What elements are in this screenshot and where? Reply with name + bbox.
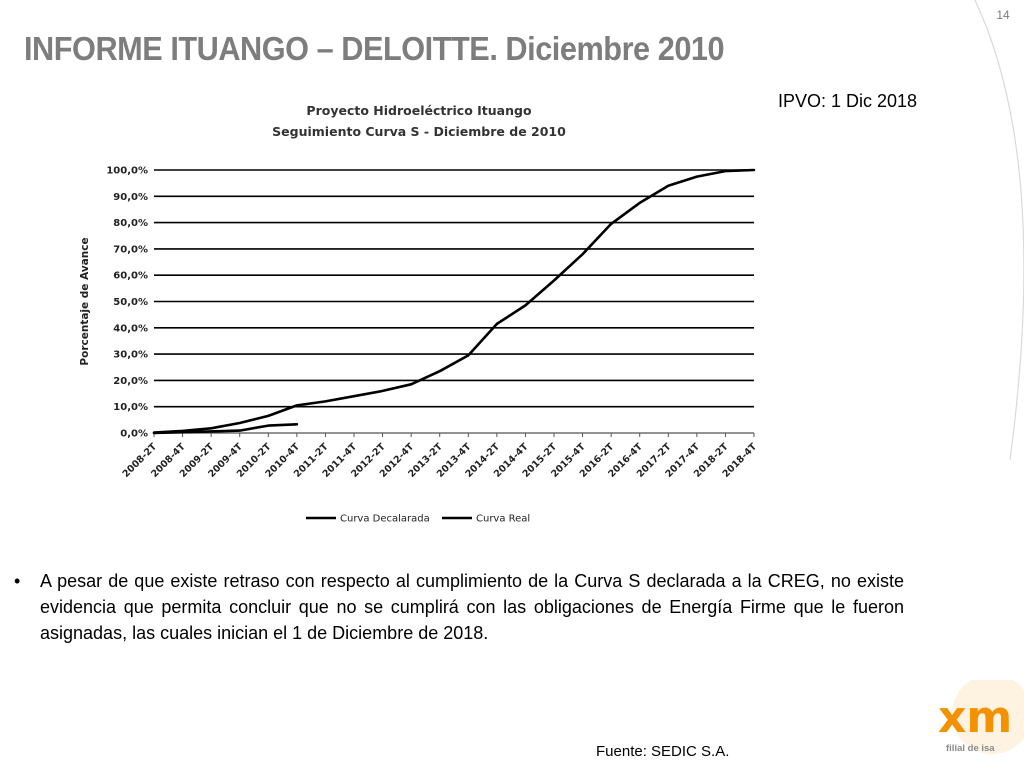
chart-series xyxy=(152,168,756,435)
bullet-text: A pesar de que existe retraso con respec… xyxy=(40,571,904,643)
y-tick-label: 0,0% xyxy=(120,429,148,440)
xm-logo: xm xyxy=(938,680,1024,754)
chart-subtitle: Seguimiento Curva S - Diciembre de 2010 xyxy=(272,124,566,139)
slide-number: 14 xyxy=(996,8,1010,22)
y-tick-label: 60,0% xyxy=(113,271,148,282)
y-tick-label: 10,0% xyxy=(113,402,148,413)
y-axis-title: Porcentaje de Avance xyxy=(79,237,91,365)
y-tick-label: 70,0% xyxy=(113,244,148,255)
y-tick-label: 100,0% xyxy=(106,166,148,177)
ipvo-note: IPVO: 1 Dic 2018 xyxy=(778,91,918,111)
logo-subtitle: filial de isa xyxy=(946,743,995,754)
series-line xyxy=(152,168,756,434)
x-axis-ticks: 2008-2T2008-4T2009-2T2009-4T2010-2T2010-… xyxy=(121,433,759,480)
legend-label: Curva Decalarada xyxy=(340,514,430,525)
y-tick-label: 80,0% xyxy=(113,218,148,229)
bullet-mark: • xyxy=(14,571,21,591)
chart-title: Proyecto Hidroeléctrico Ituango xyxy=(306,103,532,118)
y-axis-ticks: 0,0% 10,0% 20,0% 30,0% 40,0% 50,0% 60,0% 70,0% 8… xyxy=(106,166,148,440)
y-tick-label: 40,0% xyxy=(113,323,148,334)
y-tick-label: 90,0% xyxy=(113,192,148,203)
page-title: INFORME ITUANGO – DELOITTE. Diciembre 20… xyxy=(24,30,725,67)
y-tick-label: 30,0% xyxy=(113,350,148,361)
series-line xyxy=(152,422,299,435)
xm-logo-text: xm xyxy=(938,692,1012,743)
legend-label: Curva Real xyxy=(476,514,530,525)
y-tick-label: 50,0% xyxy=(113,297,148,308)
s-curve-chart: Proyecto Hidroeléctrico Ituango Seguimie… xyxy=(79,103,759,525)
chart-legend: Curva Decalarada Curva Real xyxy=(306,514,530,525)
y-tick-label: 20,0% xyxy=(113,376,148,387)
chart-grid xyxy=(154,169,754,434)
source-note: Fuente: SEDIC S.A. xyxy=(596,743,730,760)
bullet-point: • A pesar de que existe retraso con resp… xyxy=(14,568,904,646)
